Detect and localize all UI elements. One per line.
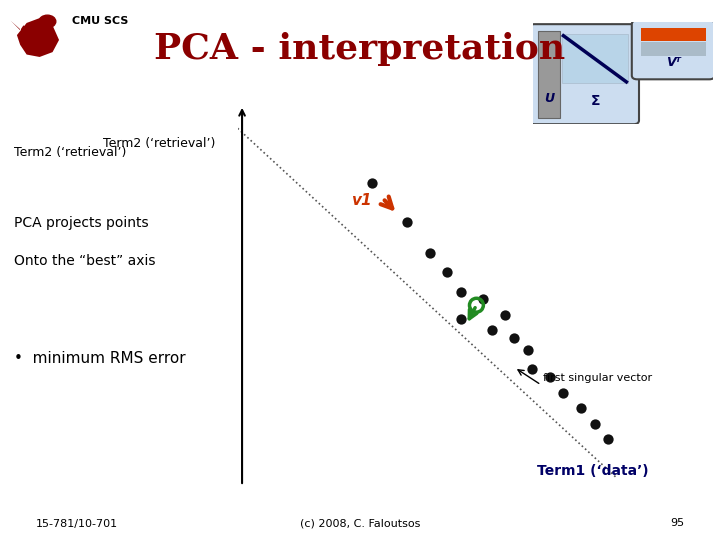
Text: CMU SCS: CMU SCS	[72, 16, 128, 26]
Point	[544, 373, 556, 381]
Text: (c) 2008, C. Faloutsos: (c) 2008, C. Faloutsos	[300, 518, 420, 529]
Text: Onto the “best” axis: Onto the “best” axis	[14, 254, 156, 268]
Text: v1: v1	[351, 193, 372, 208]
Point	[500, 310, 511, 319]
Bar	[538, 31, 560, 118]
Bar	[562, 35, 628, 83]
Point	[366, 178, 377, 187]
Point	[424, 248, 436, 257]
Text: 15-781/10-701: 15-781/10-701	[36, 518, 118, 529]
Point	[603, 435, 614, 444]
Point	[477, 295, 489, 303]
Text: Term1 (‘data’): Term1 (‘data’)	[536, 464, 648, 478]
Point	[575, 404, 587, 413]
Bar	[641, 42, 706, 56]
Point	[526, 365, 538, 374]
Point	[589, 420, 600, 428]
Text: Vᵀ: Vᵀ	[666, 56, 680, 69]
Text: Term2 (‘retrieval’): Term2 (‘retrieval’)	[14, 146, 127, 159]
Point	[471, 301, 482, 309]
Text: Σ: Σ	[591, 94, 600, 108]
Polygon shape	[17, 18, 59, 57]
Point	[522, 346, 534, 354]
Text: U: U	[544, 92, 554, 105]
Text: •  minimum RMS error: • minimum RMS error	[14, 351, 186, 366]
FancyBboxPatch shape	[632, 21, 714, 79]
Point	[455, 287, 467, 296]
Point	[558, 388, 570, 397]
Polygon shape	[11, 21, 30, 35]
Text: first singular vector: first singular vector	[544, 373, 652, 383]
Text: 95: 95	[670, 518, 684, 529]
Text: PCA projects points: PCA projects points	[14, 216, 149, 230]
Circle shape	[39, 15, 56, 28]
Point	[508, 334, 520, 342]
Bar	[641, 28, 706, 41]
Point	[441, 268, 453, 276]
Point	[402, 217, 413, 226]
Text: Term2 (‘retrieval’): Term2 (‘retrieval’)	[103, 137, 215, 150]
FancyBboxPatch shape	[529, 24, 639, 124]
Point	[455, 314, 467, 323]
Point	[486, 326, 498, 335]
Text: PCA - interpretation: PCA - interpretation	[154, 32, 566, 66]
